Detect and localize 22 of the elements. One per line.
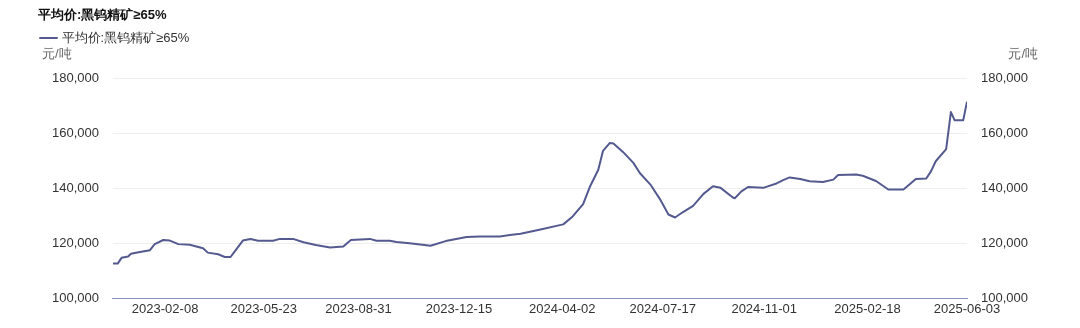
y2-tick-label: 100,000: [981, 289, 1029, 305]
y2-axis-title: 元/吨: [1008, 45, 1038, 61]
x-tick-label: 2024-11-01: [731, 300, 797, 316]
x-tick-label: 2025-02-18: [834, 300, 901, 316]
y2-tick-label: 160,000: [981, 125, 1029, 141]
x-tick-label: 2023-05-23: [230, 300, 297, 316]
y2-tick-label: 140,000: [981, 179, 1029, 195]
y2-tick-label: 180,000: [981, 70, 1029, 86]
chart-title: 平均价:黑钨精矿≥65%: [37, 7, 167, 23]
y-axis-title: 元/吨: [42, 45, 72, 61]
x-tick-label: 2023-08-31: [325, 300, 392, 316]
y-tick-label: 120,000: [51, 234, 99, 250]
x-tick-label: 2024-04-02: [529, 300, 596, 316]
y-tick-label: 100,000: [51, 289, 99, 305]
x-tick-label: 2023-02-08: [131, 300, 199, 316]
y-tick-label: 180,000: [51, 70, 99, 86]
y-tick-label: 140,000: [51, 179, 99, 195]
legend-label: 平均价:黑钨精矿≥65%: [61, 29, 190, 45]
y2-tick-label: 120,000: [981, 234, 1029, 250]
x-tick-label: 2024-07-17: [629, 300, 696, 316]
y-tick-label: 160,000: [51, 125, 99, 141]
x-tick-label: 2023-12-15: [425, 300, 493, 316]
